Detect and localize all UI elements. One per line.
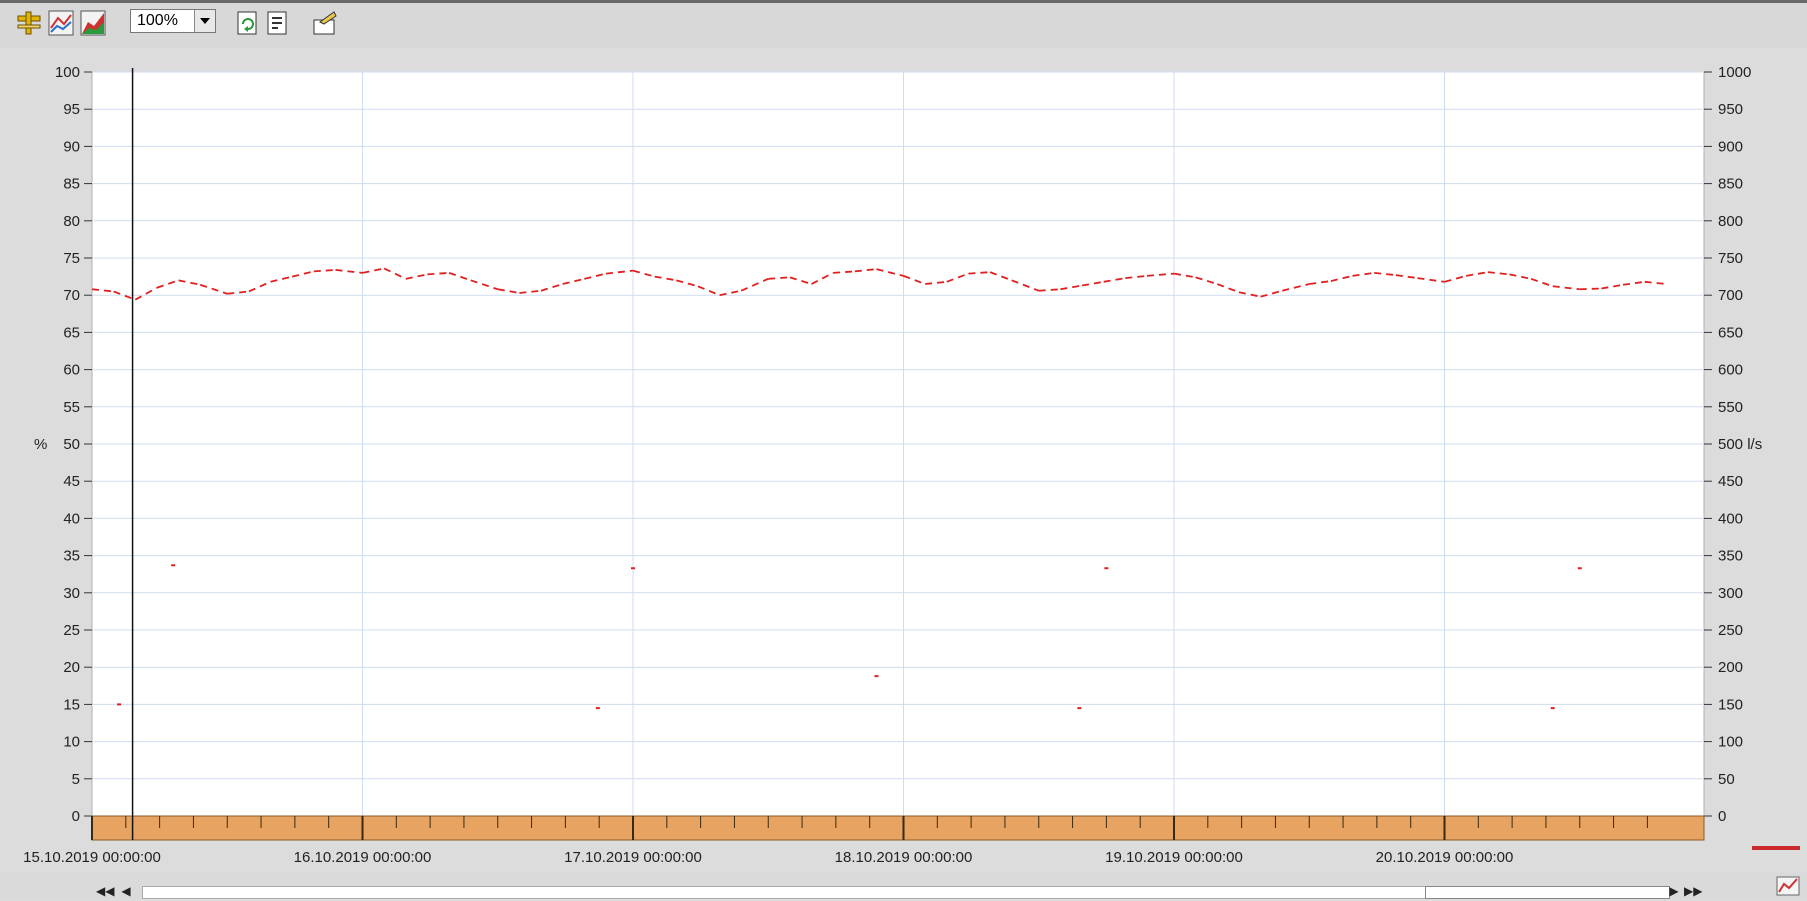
left-tick-label: 25 bbox=[63, 622, 80, 639]
right-tick-label: 150 bbox=[1718, 696, 1743, 713]
series-dot bbox=[1104, 567, 1108, 569]
left-tick-label: 30 bbox=[63, 585, 80, 602]
left-tick-label: 90 bbox=[63, 138, 80, 155]
left-tick-label: 80 bbox=[63, 213, 80, 230]
left-tick-label: 45 bbox=[63, 473, 80, 490]
scroll-first-button[interactable]: ◀◀ bbox=[96, 884, 112, 899]
left-tick-label: 40 bbox=[63, 510, 80, 527]
scroll-prev-button[interactable]: ◀ bbox=[118, 884, 134, 899]
left-tick-label: 70 bbox=[63, 287, 80, 304]
right-tick-label: 850 bbox=[1718, 176, 1743, 193]
right-tick-label: 300 bbox=[1718, 585, 1743, 602]
right-tick-label: 650 bbox=[1718, 324, 1743, 341]
right-tick-label: 600 bbox=[1718, 362, 1743, 379]
trend-chart[interactable]: 0 5 10 15 20 25 30 35 40 45 50 55 60 65 70 75 80 85 90 95 10… bbox=[0, 0, 1807, 872]
right-tick-label: 200 bbox=[1718, 659, 1743, 676]
right-tick-label: 1000 bbox=[1718, 64, 1751, 81]
scroll-last-button[interactable]: ▶▶ bbox=[1684, 884, 1700, 899]
time-label: 19.10.2019 00:00:00 bbox=[1105, 849, 1243, 866]
series-dot bbox=[1077, 707, 1081, 709]
left-tick-label: 65 bbox=[63, 324, 80, 341]
left-tick-label: 15 bbox=[63, 696, 80, 713]
time-label: 18.10.2019 00:00:00 bbox=[835, 849, 973, 866]
time-label: 20.10.2019 00:00:00 bbox=[1376, 849, 1514, 866]
right-tick-label: 700 bbox=[1718, 287, 1743, 304]
left-tick-label: 0 bbox=[72, 808, 80, 825]
scroll-thumb[interactable] bbox=[1425, 886, 1670, 899]
right-tick-label: 50 bbox=[1718, 771, 1735, 788]
right-tick-label: 750 bbox=[1718, 250, 1743, 267]
right-tick-label: 350 bbox=[1718, 548, 1743, 565]
left-axis-label: % bbox=[34, 436, 47, 453]
right-tick-label: 800 bbox=[1718, 213, 1743, 230]
series-dot bbox=[1551, 707, 1555, 709]
left-tick-label: 50 bbox=[63, 436, 80, 453]
series-dot bbox=[874, 675, 878, 677]
right-tick-label: 950 bbox=[1718, 101, 1743, 118]
time-label: 16.10.2019 00:00:00 bbox=[294, 849, 432, 866]
right-tick-label: 450 bbox=[1718, 473, 1743, 490]
left-tick-label: 5 bbox=[72, 771, 80, 788]
left-tick-label: 75 bbox=[63, 250, 80, 267]
right-tick-label: 500 l/s bbox=[1718, 436, 1762, 453]
left-tick-label: 35 bbox=[63, 548, 80, 565]
left-tick-label: 20 bbox=[63, 659, 80, 676]
left-tick-label: 100 bbox=[55, 64, 80, 81]
right-tick-label: 250 bbox=[1718, 622, 1743, 639]
left-tick-label: 95 bbox=[63, 101, 80, 118]
time-label: 15.10.2019 00:00:00 bbox=[23, 849, 161, 866]
left-tick-label: 55 bbox=[63, 399, 80, 416]
series-dot bbox=[171, 564, 175, 566]
right-tick-label: 550 bbox=[1718, 399, 1743, 416]
series-dot bbox=[631, 567, 635, 569]
series-dot bbox=[596, 707, 600, 709]
chart-settings-icon[interactable] bbox=[1776, 876, 1800, 896]
left-tick-label: 85 bbox=[63, 176, 80, 193]
time-label: 17.10.2019 00:00:00 bbox=[564, 849, 702, 866]
scroll-next-button[interactable]: ▶ bbox=[1666, 884, 1682, 899]
right-tick-label: 400 bbox=[1718, 510, 1743, 527]
series-dot bbox=[1578, 567, 1582, 569]
left-tick-label: 10 bbox=[63, 734, 80, 751]
series-legend-marker bbox=[1752, 846, 1800, 850]
left-tick-label: 60 bbox=[63, 362, 80, 379]
time-axis-band bbox=[92, 816, 1704, 840]
right-tick-label: 100 bbox=[1718, 734, 1743, 751]
right-tick-label: 900 bbox=[1718, 138, 1743, 155]
series-dot bbox=[117, 703, 121, 705]
right-tick-label: 0 bbox=[1718, 808, 1726, 825]
